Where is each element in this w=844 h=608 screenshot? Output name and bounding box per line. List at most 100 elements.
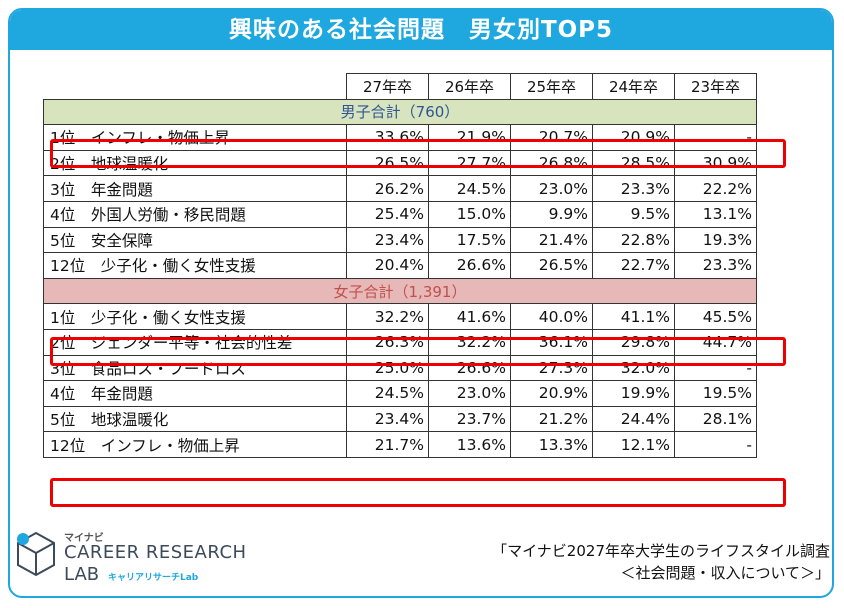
value-cell: 19.9% bbox=[592, 380, 675, 407]
value-cell: 19.3% bbox=[674, 226, 757, 254]
value-cell: 40.0% bbox=[510, 303, 593, 330]
female-section-header: 女子合計（1,391） bbox=[43, 277, 757, 305]
value-cell: 44.7% bbox=[674, 328, 757, 356]
value-cell: 23.3% bbox=[592, 175, 675, 202]
table-row: 4位 外国人労働・移民問題 25.4% 15.0% 9.9% 9.5% 13.1% bbox=[43, 200, 757, 228]
source-line1: 「マイナビ2027年卒大学生のライフスタイル調査 bbox=[492, 542, 830, 560]
survey-table: 27年卒 26年卒 25年卒 24年卒 23年卒 男子合計（760） 1位 インフ… bbox=[43, 73, 757, 458]
column-header: 23年卒 bbox=[674, 73, 757, 100]
table-row: 4位 年金問題 24.5% 23.0% 20.9% 19.9% 19.5% bbox=[43, 380, 757, 407]
value-cell: 13.6% bbox=[428, 431, 511, 458]
table-row: 12位 インフレ・物価上昇 21.7% 13.6% 13.3% 12.1% - bbox=[43, 431, 757, 458]
value-cell: 41.6% bbox=[428, 303, 511, 330]
row-label: 12位 少子化・働く女性支援 bbox=[43, 252, 347, 279]
value-cell: 13.1% bbox=[674, 200, 757, 228]
table-row: 3位 年金問題 26.2% 24.5% 23.0% 23.3% 22.2% bbox=[43, 175, 757, 202]
row-label: 3位 食品ロス・フードロス bbox=[43, 354, 347, 382]
value-cell: 21.9% bbox=[428, 124, 511, 151]
value-cell: 23.7% bbox=[428, 405, 511, 433]
value-cell: 26.5% bbox=[510, 252, 593, 279]
value-cell: 20.7% bbox=[510, 124, 593, 151]
logo-line3: キャリアリサーチLab bbox=[108, 573, 199, 583]
value-cell: 20.4% bbox=[346, 252, 429, 279]
value-cell: 33.6% bbox=[346, 124, 429, 151]
column-header: 25年卒 bbox=[510, 73, 593, 100]
row-label: 5位 安全保障 bbox=[43, 226, 347, 254]
table-row: 12位 少子化・働く女性支援 20.4% 26.6% 26.5% 22.7% 23.3% bbox=[43, 252, 757, 279]
row-label: 4位 外国人労働・移民問題 bbox=[43, 200, 347, 228]
table-row: 2位 地球温暖化 26.5% 27.7% 26.8% 28.5% 30.9% bbox=[43, 149, 757, 177]
value-cell: 26.8% bbox=[510, 149, 593, 177]
corner-cell bbox=[44, 74, 347, 100]
value-cell: 26.3% bbox=[346, 328, 429, 356]
page-title: 興味のある社会問題 男女別TOP5 bbox=[10, 10, 832, 50]
table-row: 5位 地球温暖化 23.4% 23.7% 21.2% 24.4% 28.1% bbox=[43, 405, 757, 433]
value-cell: 23.4% bbox=[346, 226, 429, 254]
value-cell: 27.7% bbox=[428, 149, 511, 177]
row-label: 3位 年金問題 bbox=[43, 175, 347, 202]
row-label: 1位 インフレ・物価上昇 bbox=[43, 124, 347, 151]
row-label: 2位 地球温暖化 bbox=[43, 149, 347, 177]
value-cell: 17.5% bbox=[428, 226, 511, 254]
row-label: 2位 ジェンダー平等・社会的性差 bbox=[43, 328, 347, 356]
value-cell: - bbox=[674, 124, 757, 151]
value-cell: 13.3% bbox=[510, 431, 593, 458]
value-cell: 45.5% bbox=[674, 303, 757, 330]
value-cell: 29.8% bbox=[592, 328, 675, 356]
value-cell: 25.4% bbox=[346, 200, 429, 228]
value-cell: 23.0% bbox=[428, 380, 511, 407]
value-cell: 19.5% bbox=[674, 380, 757, 407]
row-label: 4位 年金問題 bbox=[43, 380, 347, 407]
value-cell: 15.0% bbox=[428, 200, 511, 228]
value-cell: 27.3% bbox=[510, 354, 593, 382]
value-cell: 28.1% bbox=[674, 405, 757, 433]
row-label: 5位 地球温暖化 bbox=[43, 405, 347, 433]
value-cell: 24.5% bbox=[346, 380, 429, 407]
career-research-lab-logo: マイナビ CAREER RESEARCH LAB キャリアリサーチLab bbox=[14, 525, 246, 585]
value-cell: 41.1% bbox=[592, 303, 675, 330]
value-cell: 22.2% bbox=[674, 175, 757, 202]
value-cell: 32.0% bbox=[592, 354, 675, 382]
value-cell: 9.9% bbox=[510, 200, 593, 228]
value-cell: 22.7% bbox=[592, 252, 675, 279]
column-header: 27年卒 bbox=[346, 73, 429, 100]
value-cell: 24.5% bbox=[428, 175, 511, 202]
value-cell: 23.4% bbox=[346, 405, 429, 433]
table-row: 2位 ジェンダー平等・社会的性差 26.3% 32.2% 36.1% 29.8% 44.7… bbox=[43, 328, 757, 356]
value-cell: 21.7% bbox=[346, 431, 429, 458]
female-total-label: 女子合計（1,391） bbox=[43, 277, 757, 305]
table-row: 1位 インフレ・物価上昇 33.6% 21.9% 20.7% 20.9% - bbox=[43, 124, 757, 151]
value-cell: 32.2% bbox=[346, 303, 429, 330]
male-total-label: 男子合計（760） bbox=[43, 98, 757, 126]
source-citation: 「マイナビ2027年卒大学生のライフスタイル調査 ＜社会問題・収入について＞」 bbox=[492, 540, 830, 584]
table-row: 5位 安全保障 23.4% 17.5% 21.4% 22.8% 19.3% bbox=[43, 226, 757, 254]
value-cell: 23.0% bbox=[510, 175, 593, 202]
lab-cube-icon bbox=[17, 531, 55, 577]
row-label: 1位 少子化・働く女性支援 bbox=[43, 303, 347, 330]
column-header-row: 27年卒 26年卒 25年卒 24年卒 23年卒 bbox=[44, 73, 757, 100]
value-cell: 21.4% bbox=[510, 226, 593, 254]
figure-frame: 興味のある社会問題 男女別TOP5 bbox=[8, 8, 834, 598]
table-row: 3位 食品ロス・フードロス 25.0% 26.6% 27.3% 32.0% - bbox=[43, 354, 757, 382]
value-cell: 26.6% bbox=[428, 252, 511, 279]
value-cell: 20.9% bbox=[510, 380, 593, 407]
value-cell: 30.9% bbox=[674, 149, 757, 177]
value-cell: 20.9% bbox=[592, 124, 675, 151]
table-row: 1位 少子化・働く女性支援 32.2% 41.6% 40.0% 41.1% 45.5% bbox=[43, 303, 757, 330]
value-cell: 12.1% bbox=[592, 431, 675, 458]
value-cell: 23.3% bbox=[674, 252, 757, 279]
value-cell: 36.1% bbox=[510, 328, 593, 356]
value-cell: 26.6% bbox=[428, 354, 511, 382]
value-cell: 9.5% bbox=[592, 200, 675, 228]
column-header: 26年卒 bbox=[428, 73, 511, 100]
value-cell: 25.0% bbox=[346, 354, 429, 382]
value-cell: - bbox=[674, 354, 757, 382]
column-header: 24年卒 bbox=[592, 73, 675, 100]
value-cell: 22.8% bbox=[592, 226, 675, 254]
logo-line1: CAREER RESEARCH bbox=[64, 542, 247, 563]
value-cell: - bbox=[674, 431, 757, 458]
value-cell: 26.5% bbox=[346, 149, 429, 177]
value-cell: 32.2% bbox=[428, 328, 511, 356]
value-cell: 24.4% bbox=[592, 405, 675, 433]
row-label: 12位 インフレ・物価上昇 bbox=[43, 431, 347, 458]
